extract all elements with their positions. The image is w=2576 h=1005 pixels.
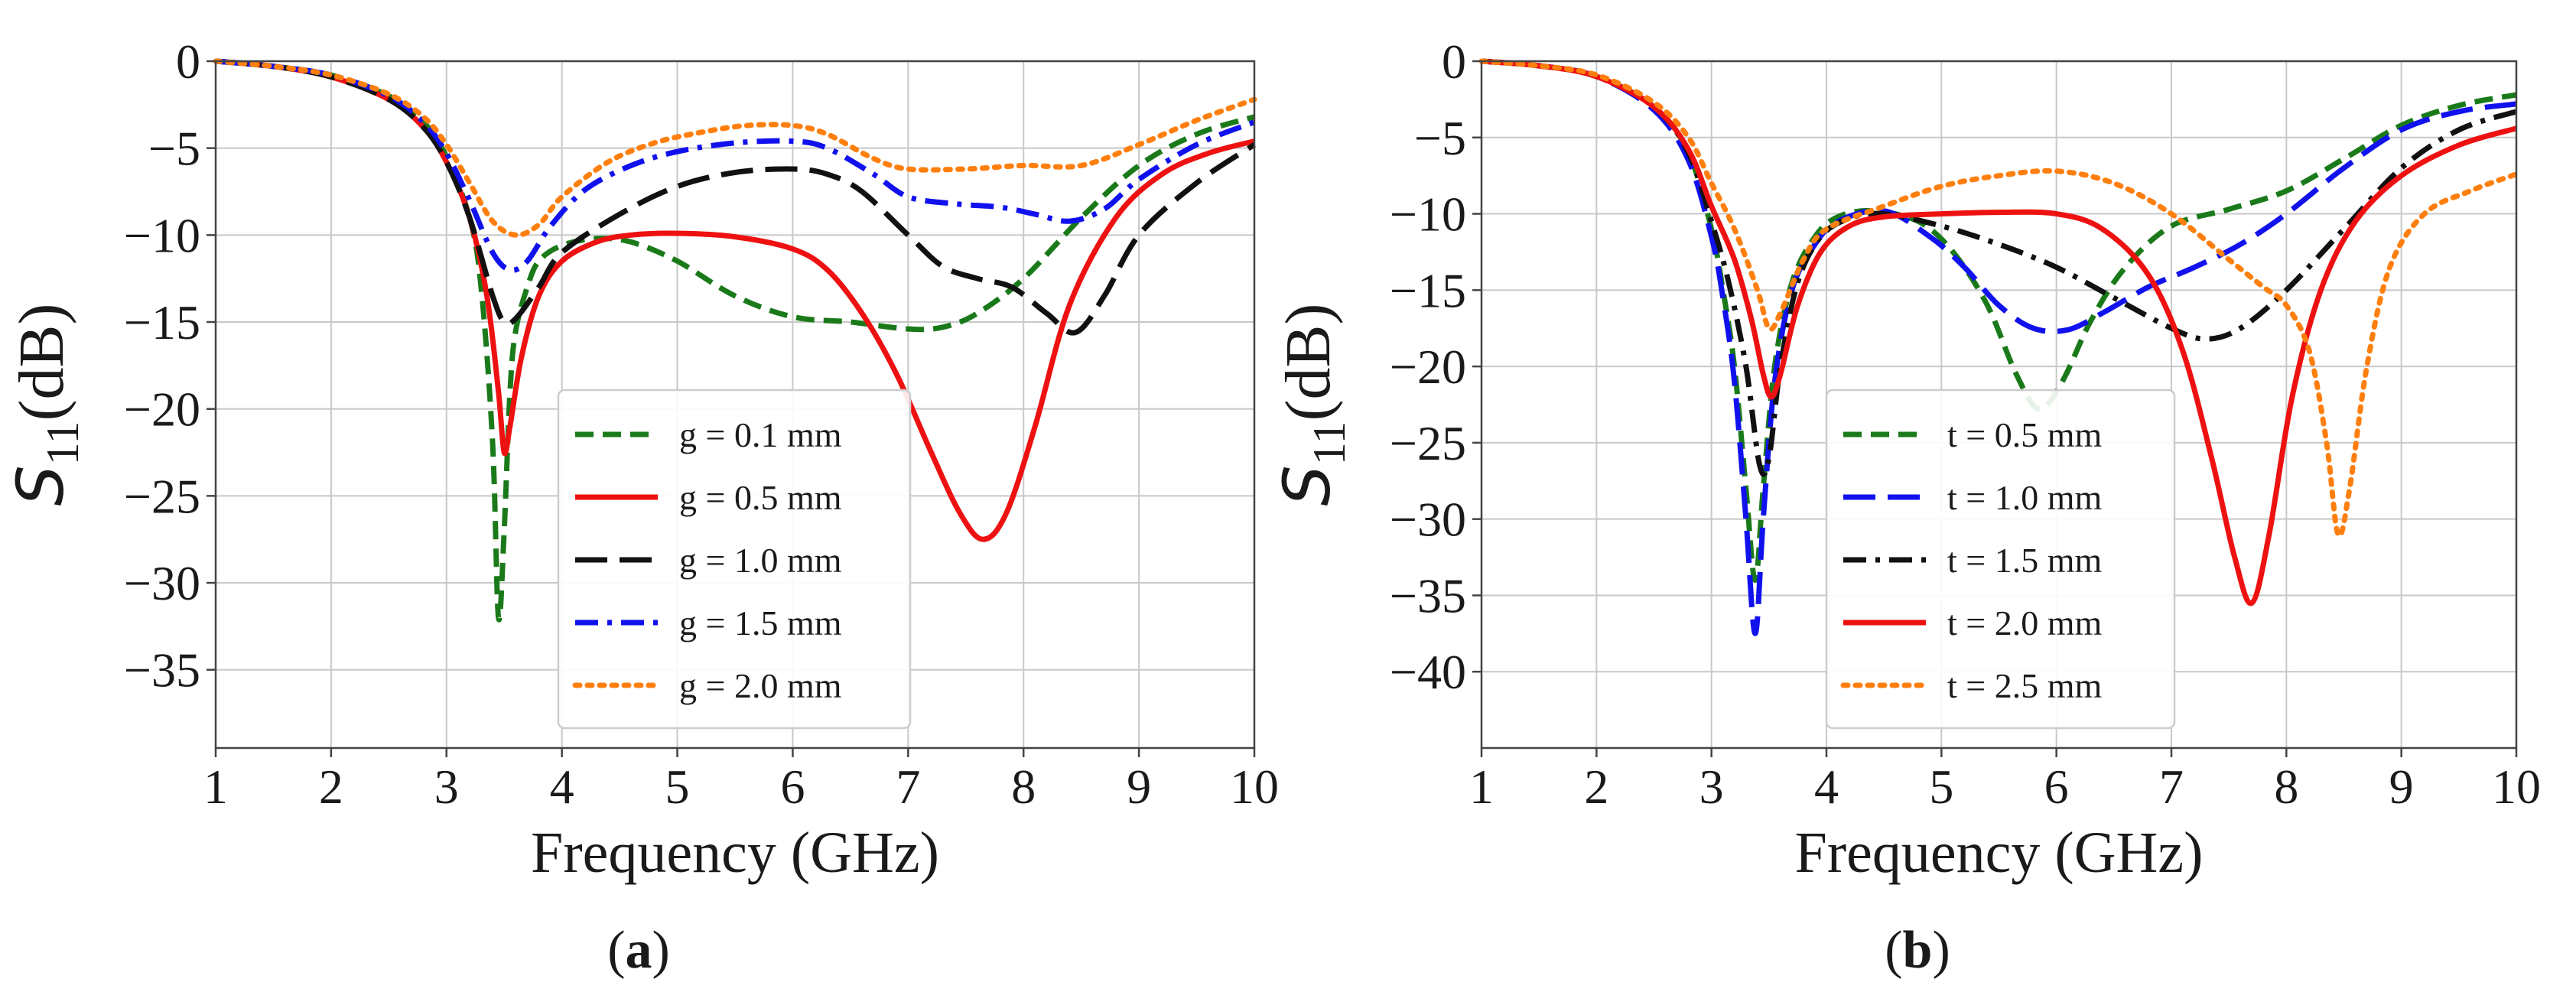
plot-frame	[214, 60, 1256, 750]
x-tick-label: 9	[2389, 759, 2414, 814]
legend-label: g = 0.1 mm	[679, 415, 842, 454]
x-tick-label: 1	[1469, 759, 1494, 814]
panel-a: 1 2 3 4 5 6 7 8 9 10 0 −5 −10 −15 −20 −25 −30 −35 Frequenc…	[3, 34, 1279, 885]
y-tick-label: −35	[124, 643, 200, 698]
y-tick-label: −30	[1390, 493, 1466, 547]
y-tick-label: −15	[1390, 263, 1466, 317]
y-axis-label: S11(dB)	[3, 303, 88, 506]
series-line-2	[1481, 58, 2517, 636]
legend-label: t = 2.0 mm	[1947, 603, 2103, 642]
x-tick-label: 10	[1230, 759, 1279, 814]
y-tick-label: 0	[176, 34, 200, 89]
legend-box	[1825, 389, 2176, 730]
y-tick-label: −10	[1390, 187, 1466, 242]
y-tick-label: −25	[124, 469, 200, 523]
y-tick-label: −5	[148, 122, 200, 176]
x-tick-label: 2	[319, 759, 343, 814]
legend: g = 0.1 mm g = 0.5 mm g = 1.0 mm g = 1.5 mm…	[557, 389, 912, 730]
x-tick-label: 8	[1011, 759, 1036, 814]
x-tick-label: 4	[550, 759, 574, 814]
legend-box	[557, 389, 912, 730]
series-line-3	[215, 58, 1256, 336]
x-tick-label: 8	[2274, 759, 2298, 814]
series-line-5	[1478, 58, 2519, 538]
x-tick-label: 4	[1814, 759, 1839, 814]
legend-label: g = 1.0 mm	[679, 541, 842, 580]
legend-label: t = 0.5 mm	[1947, 415, 2103, 454]
x-tick-label: 6	[780, 759, 805, 814]
series-line-4	[215, 58, 1256, 273]
y-tick-label: 0	[1442, 34, 1466, 89]
legend-label: t = 1.0 mm	[1947, 478, 2103, 517]
series-line-5	[213, 58, 1257, 238]
x-axis-label: Frequency (GHz)	[531, 821, 939, 885]
x-tick-label: 7	[2159, 759, 2184, 814]
x-tick-label: 2	[1584, 759, 1608, 814]
x-tick-label: 3	[1699, 759, 1724, 814]
y-tick-label: −5	[1414, 111, 1466, 165]
y-tick-label: −15	[124, 295, 200, 350]
legend-label: t = 1.5 mm	[1947, 541, 2103, 580]
y-tick-label: −20	[124, 382, 200, 437]
y-tick-label: −20	[1390, 340, 1466, 394]
caption-a: (a)	[607, 921, 670, 980]
legend-label: t = 2.5 mm	[1947, 666, 2103, 705]
x-tick-label: 3	[434, 759, 459, 814]
series-line-4	[1481, 58, 2517, 607]
x-tick-label: 1	[203, 759, 228, 814]
x-tick-label: 5	[665, 759, 690, 814]
panel-b: 1 2 3 4 5 6 7 8 9 10 0 −5 −10 −15 −20 −25 −30 −35 −40 Frequ…	[1270, 34, 2541, 885]
x-tick-label: 10	[2492, 759, 2541, 814]
plot-frame	[1480, 60, 2518, 750]
legend: t = 0.5 mm t = 1.0 mm t = 1.5 mm t = 2.0 mm…	[1825, 389, 2176, 730]
y-axis-label: S11(dB)	[1270, 303, 1355, 506]
caption-b: (b)	[1885, 921, 1950, 980]
y-tick-label: −30	[124, 556, 200, 610]
x-tick-label: 9	[1127, 759, 1151, 814]
y-tick-label: −40	[1390, 645, 1466, 699]
y-tick-label: −25	[1390, 416, 1466, 470]
x-tick-label: 7	[896, 759, 920, 814]
y-tick-label: −35	[1390, 568, 1466, 623]
legend-label: g = 1.5 mm	[679, 603, 842, 642]
x-axis-label: Frequency (GHz)	[1795, 821, 2204, 885]
legend-label: g = 2.0 mm	[679, 666, 842, 705]
y-tick-label: −10	[124, 208, 200, 262]
legend-label: g = 0.5 mm	[679, 478, 842, 517]
x-tick-label: 5	[1929, 759, 1953, 814]
x-tick-label: 6	[2044, 759, 2069, 814]
